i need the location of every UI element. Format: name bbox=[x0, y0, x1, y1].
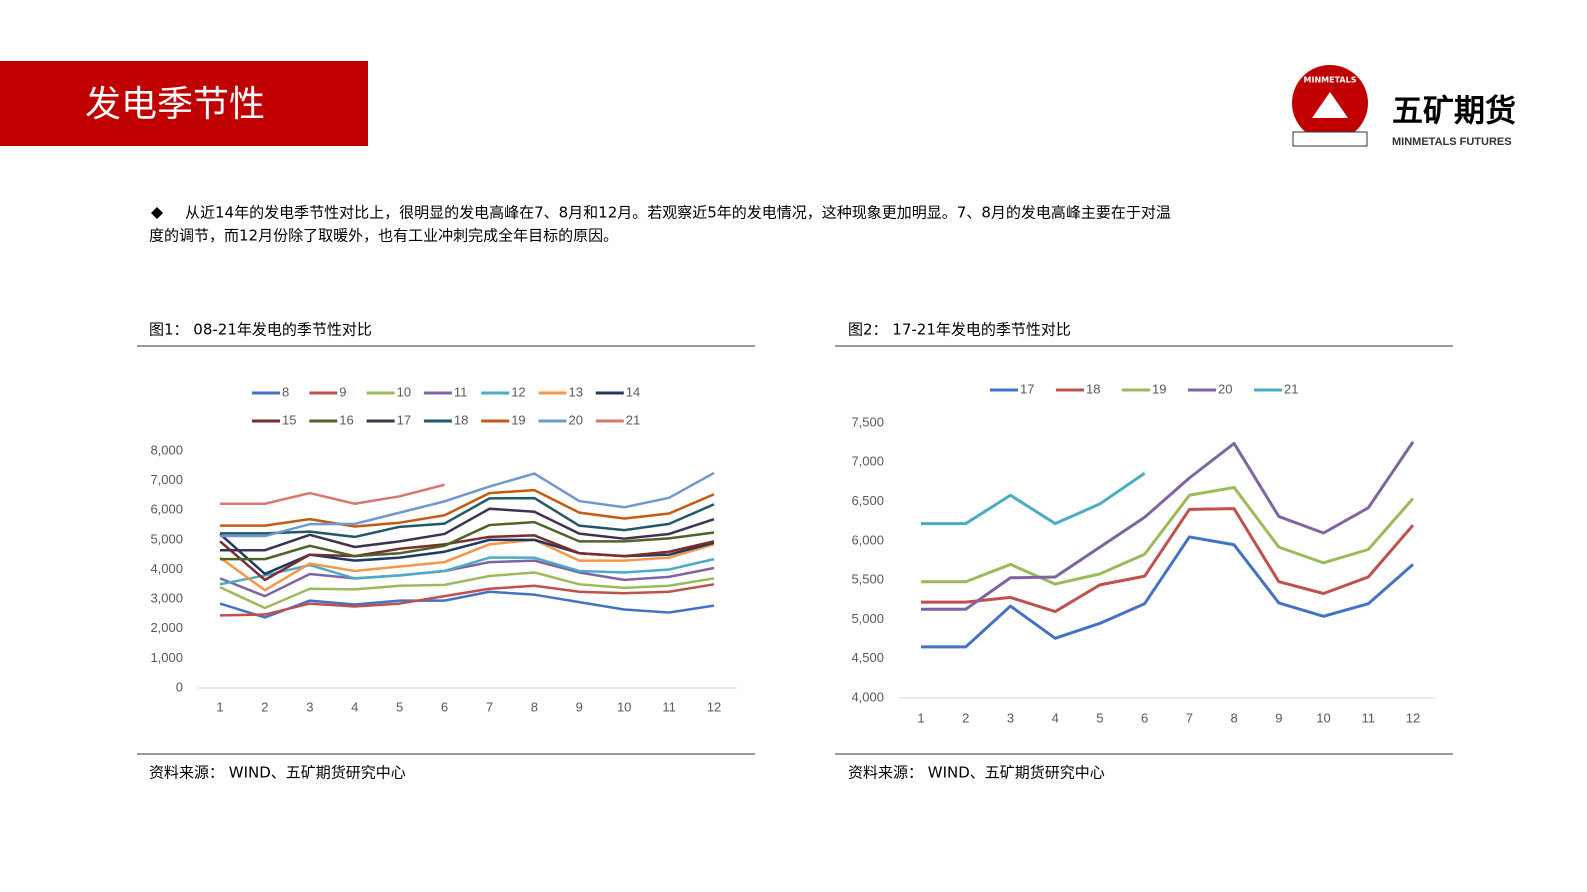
x-tick-label: 3 bbox=[306, 699, 313, 714]
legend-label: 19 bbox=[1152, 381, 1166, 396]
logo-subtitle: MINMETALS FUTURES bbox=[1392, 136, 1512, 148]
x-tick-label: 9 bbox=[1275, 710, 1282, 725]
series-line bbox=[219, 590, 715, 619]
y-tick-label: 8,000 bbox=[150, 442, 183, 457]
series-line bbox=[220, 520, 715, 561]
x-tick-label: 5 bbox=[1096, 710, 1103, 725]
x-tick-label: 10 bbox=[617, 699, 631, 714]
legend-label: 10 bbox=[397, 384, 411, 399]
legend-label: 18 bbox=[1086, 381, 1100, 396]
series-line bbox=[219, 583, 715, 617]
x-tick-label: 10 bbox=[1316, 710, 1330, 725]
legend-label: 20 bbox=[569, 412, 583, 427]
series-line bbox=[921, 535, 1414, 649]
y-tick-label: 3,000 bbox=[150, 591, 183, 606]
x-tick-label: 11 bbox=[662, 699, 676, 714]
series-line bbox=[220, 483, 445, 505]
legend-label: 15 bbox=[282, 412, 296, 427]
y-tick-label: 7,000 bbox=[150, 472, 183, 487]
y-tick-label: 4,000 bbox=[851, 689, 884, 704]
x-tick-label: 8 bbox=[531, 699, 538, 714]
x-tick-label: 8 bbox=[1230, 710, 1237, 725]
series-line bbox=[219, 534, 715, 582]
x-tick-label: 6 bbox=[441, 699, 448, 714]
x-tick-label: 4 bbox=[1052, 710, 1059, 725]
y-tick-label: 6,000 bbox=[150, 502, 183, 517]
x-tick-label: 6 bbox=[1141, 710, 1148, 725]
series-line bbox=[921, 485, 1415, 586]
x-tick-label: 1 bbox=[917, 710, 924, 725]
legend-label: 17 bbox=[397, 412, 411, 427]
figure-caption: 图2： 17-21年发电的季节性对比 bbox=[848, 321, 1071, 339]
y-tick-label: 5,500 bbox=[851, 572, 884, 587]
series-line bbox=[220, 471, 715, 538]
legend-label: 17 bbox=[1020, 381, 1034, 396]
x-tick-label: 7 bbox=[1186, 710, 1193, 725]
x-tick-label: 12 bbox=[707, 699, 721, 714]
legend-label: 12 bbox=[511, 384, 525, 399]
x-tick-label: 2 bbox=[962, 710, 969, 725]
legend-label: 21 bbox=[1284, 381, 1298, 396]
title-bar bbox=[0, 61, 368, 146]
x-tick-label: 11 bbox=[1362, 710, 1376, 725]
legend-label: 14 bbox=[626, 384, 640, 399]
logo-base bbox=[1292, 131, 1368, 147]
legend-label: 11 bbox=[454, 384, 468, 399]
x-tick-label: 1 bbox=[216, 699, 223, 714]
series-line bbox=[921, 441, 1415, 611]
bullet bbox=[151, 207, 163, 219]
logo-ring-text: MINMETALS bbox=[1304, 76, 1357, 85]
series-line bbox=[921, 472, 1146, 526]
series-line bbox=[219, 571, 715, 610]
y-tick-label: 6,000 bbox=[851, 532, 884, 547]
y-tick-label: 6,500 bbox=[851, 493, 884, 508]
body-text: 度的调节，而12月份除了取暖外，也有工业冲刺完成全年目标的原因。 bbox=[149, 227, 618, 245]
y-tick-label: 7,500 bbox=[851, 414, 884, 429]
x-tick-label: 2 bbox=[261, 699, 268, 714]
legend-label: 21 bbox=[626, 412, 640, 427]
figure-source: 资料来源： WIND、五矿期货研究中心 bbox=[149, 764, 406, 782]
series-line bbox=[219, 538, 715, 592]
y-tick-label: 2,000 bbox=[150, 620, 183, 635]
x-tick-label: 5 bbox=[396, 699, 403, 714]
legend-label: 20 bbox=[1218, 381, 1232, 396]
y-tick-label: 5,000 bbox=[150, 531, 183, 546]
y-tick-label: 5,000 bbox=[851, 611, 884, 626]
y-tick-label: 4,000 bbox=[150, 561, 183, 576]
series-line bbox=[921, 507, 1415, 614]
figure-source: 资料来源： WIND、五矿期货研究中心 bbox=[848, 764, 1105, 782]
x-tick-label: 4 bbox=[351, 699, 358, 714]
series-line bbox=[219, 559, 715, 598]
y-tick-label: 0 bbox=[176, 679, 183, 694]
logo-name: 五矿期货 bbox=[1392, 94, 1516, 130]
legend-label: 8 bbox=[282, 384, 289, 399]
y-tick-label: 7,000 bbox=[851, 454, 884, 469]
x-tick-label: 3 bbox=[1007, 710, 1014, 725]
legend-label: 9 bbox=[339, 384, 346, 399]
logo-mark bbox=[1312, 92, 1348, 118]
figure-caption: 图1： 08-21年发电的季节性对比 bbox=[149, 321, 372, 339]
legend-label: 16 bbox=[339, 412, 353, 427]
x-tick-label: 7 bbox=[486, 699, 493, 714]
body-text: 从近14年的发电季节性对比上，很明显的发电高峰在7、8月和12月。若观察近5年的… bbox=[185, 204, 1171, 222]
x-tick-label: 9 bbox=[576, 699, 583, 714]
legend-label: 13 bbox=[569, 384, 583, 399]
legend-label: 18 bbox=[454, 412, 468, 427]
series-line bbox=[220, 507, 715, 552]
series-line bbox=[220, 488, 715, 528]
y-tick-label: 4,500 bbox=[851, 650, 884, 665]
legend-label: 19 bbox=[511, 412, 525, 427]
x-tick-label: 12 bbox=[1406, 710, 1420, 725]
y-tick-label: 1,000 bbox=[150, 650, 183, 665]
series-line bbox=[220, 496, 715, 539]
slide-title: 发电季节性 bbox=[85, 84, 265, 125]
